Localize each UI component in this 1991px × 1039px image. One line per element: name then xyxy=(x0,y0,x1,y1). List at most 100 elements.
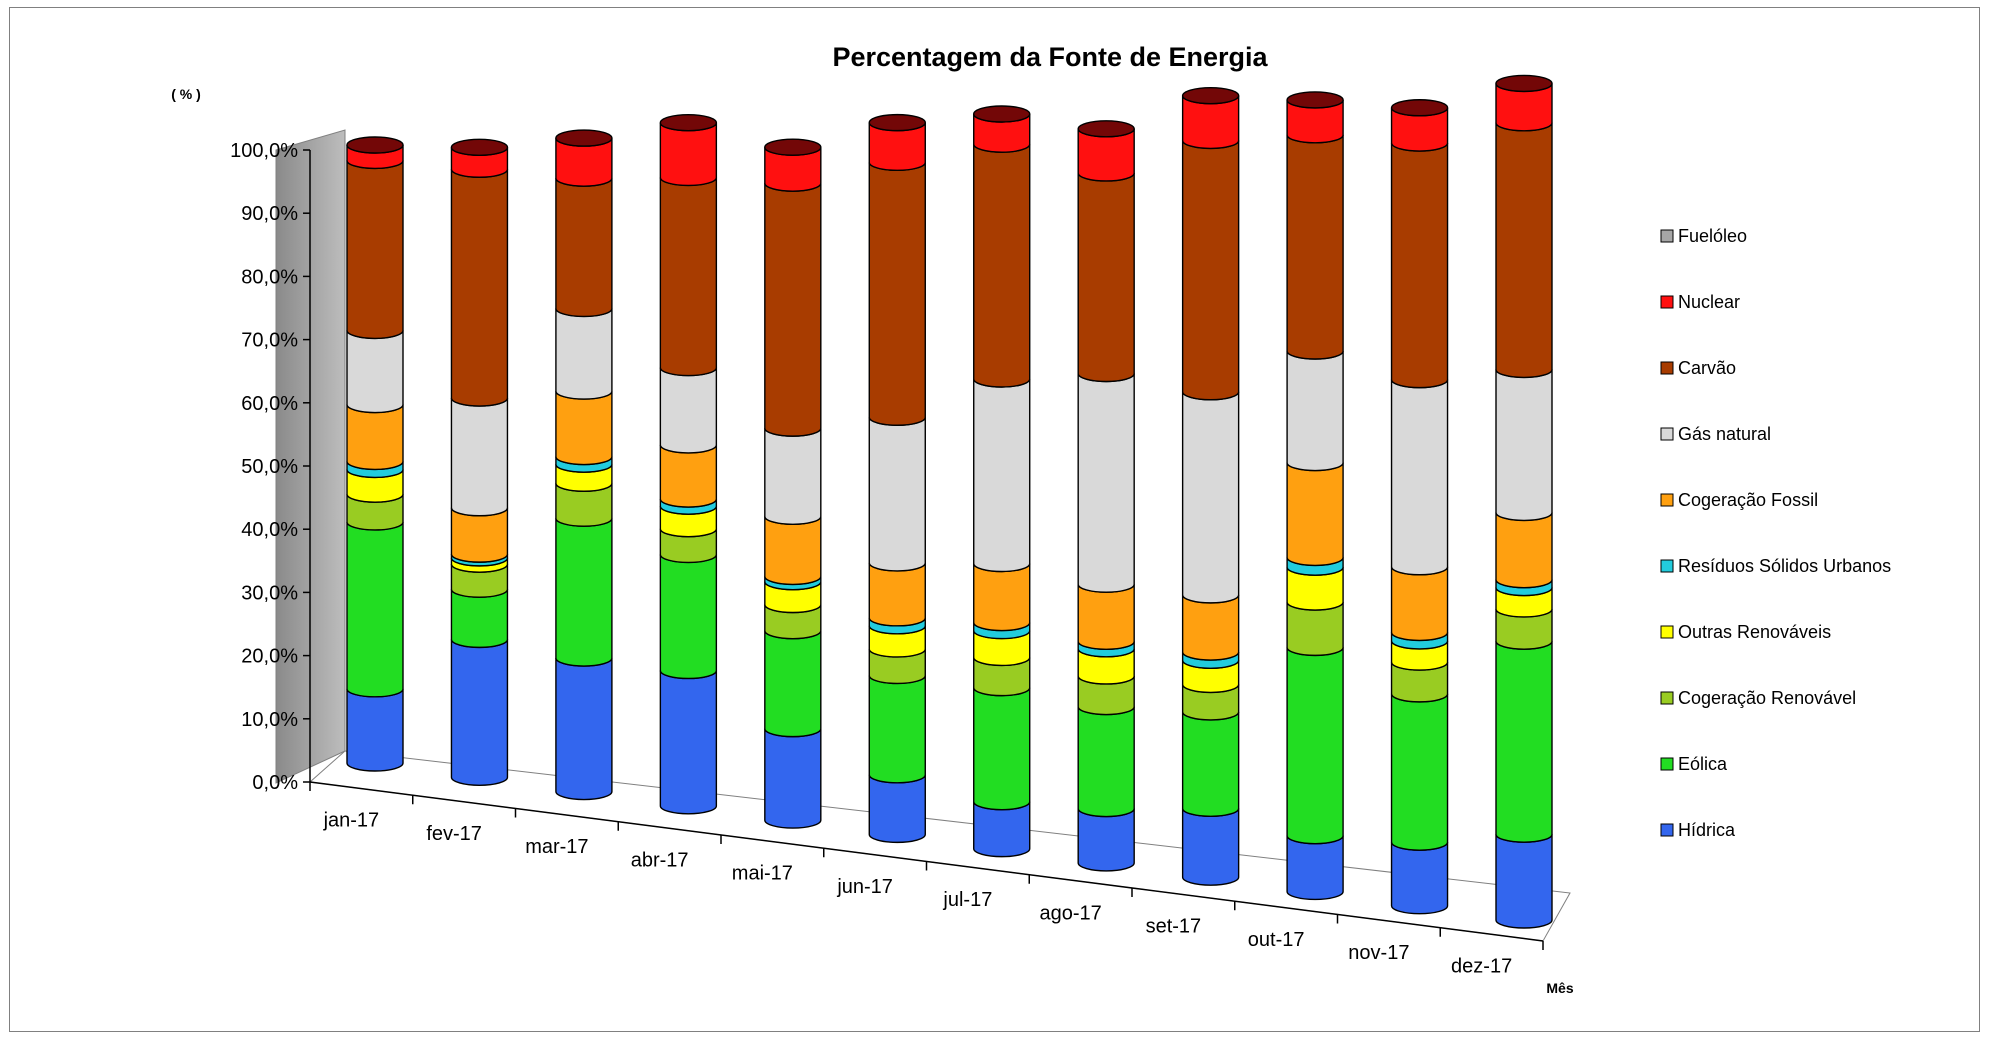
x-tick-label: mar-17 xyxy=(525,836,588,858)
y-tick-label: 20,0% xyxy=(241,646,298,668)
legend-label: Fuelóleo xyxy=(1678,226,1747,246)
bar-top-cap xyxy=(868,113,926,132)
bar-segment xyxy=(764,427,822,526)
x-axis: jan-17 fev-17 mar-17 abr-17 mai-17 jun-17 jul-… xyxy=(309,781,1544,977)
y-tick-label: 10,0% xyxy=(241,709,298,731)
x-tick-label: abr-17 xyxy=(631,849,689,871)
bar-segment xyxy=(659,444,718,508)
chart-title: Percentagem da Fonte de Energia xyxy=(832,42,1268,72)
legend-swatch xyxy=(1660,295,1674,309)
bar-segment xyxy=(659,177,718,377)
bar-segment xyxy=(764,182,822,437)
x-axis-label: Mês xyxy=(1546,980,1573,996)
legend-swatch xyxy=(1660,229,1674,243)
bar-segment xyxy=(450,169,509,407)
bar-segment xyxy=(1077,172,1135,383)
bar-column xyxy=(1077,120,1135,872)
legend-item: Hídrica xyxy=(1660,820,1736,840)
bar-segment xyxy=(1181,140,1240,401)
bar-top-cap xyxy=(1286,91,1344,109)
legend-item: Cogeração Renovável xyxy=(1660,688,1856,708)
x-tick-label: ago-17 xyxy=(1039,902,1101,924)
bar-segment xyxy=(1286,350,1344,472)
bar-segment xyxy=(659,122,718,187)
legend-swatch xyxy=(1660,493,1674,507)
bar-segment xyxy=(764,630,822,738)
bar-segment xyxy=(973,687,1031,811)
x-tick-label: nov-17 xyxy=(1348,942,1409,964)
bar-segment xyxy=(1495,640,1553,843)
bar-segment xyxy=(868,417,926,572)
x-tick-label: fev-17 xyxy=(426,823,482,845)
bar-segment xyxy=(1077,808,1135,872)
bar-segment xyxy=(868,162,926,426)
x-tick-label: jul-17 xyxy=(942,889,992,911)
bar-column xyxy=(1181,86,1240,886)
legend-swatch xyxy=(1660,757,1674,771)
legend-item: Eólica xyxy=(1660,754,1728,774)
bar-column xyxy=(973,105,1031,858)
legend-swatch xyxy=(1660,691,1674,705)
bar-segment xyxy=(450,589,509,649)
bar-segment xyxy=(1077,706,1135,818)
bar-segment xyxy=(1181,594,1240,661)
bars-group xyxy=(346,74,1553,929)
bar-segment xyxy=(1495,122,1553,379)
bar-segment xyxy=(555,518,613,667)
legend: Fuelóleo Nuclear Carvão Gás natural Cogeraçã… xyxy=(1660,226,1891,840)
bar-segment xyxy=(1495,369,1553,522)
bar-segment xyxy=(346,521,404,698)
legend-item: Resíduos Sólidos Urbanos xyxy=(1660,556,1891,576)
legend-swatch xyxy=(1660,625,1674,639)
bar-segment xyxy=(659,670,718,815)
legend-swatch xyxy=(1660,823,1674,837)
legend-swatch xyxy=(1660,559,1674,573)
y-tick-label: 70,0% xyxy=(241,330,298,352)
bar-segment xyxy=(1495,512,1553,589)
bar-segment xyxy=(555,657,613,801)
bar-top-cap xyxy=(1077,120,1135,138)
legend-label: Resíduos Sólidos Urbanos xyxy=(1678,556,1891,576)
legend-label: Cogeração Fossil xyxy=(1678,490,1818,510)
bar-column xyxy=(1495,74,1553,929)
bar-column xyxy=(1390,99,1449,915)
bar-segment xyxy=(764,728,822,829)
bar-top-cap xyxy=(764,138,822,156)
bar-segment xyxy=(346,404,404,471)
legend-label: Nuclear xyxy=(1678,292,1740,312)
legend-label: Eólica xyxy=(1678,754,1728,774)
bar-column xyxy=(764,138,822,829)
bar-segment xyxy=(1077,373,1135,593)
bar-segment xyxy=(1390,379,1449,576)
bar-segment xyxy=(973,563,1031,632)
bar-segment xyxy=(764,516,822,586)
bar-top-cap xyxy=(973,105,1031,123)
bar-segment xyxy=(868,675,926,784)
bar-column xyxy=(450,138,509,786)
bar-segment xyxy=(868,562,926,627)
bar-segment xyxy=(1286,462,1344,567)
bar-column xyxy=(555,129,613,801)
bar-segment xyxy=(868,774,926,844)
bar-segment xyxy=(1390,142,1449,389)
y-axis-unit-label: ( % ) xyxy=(171,86,201,102)
bar-segment xyxy=(659,367,718,454)
x-tick-label: dez-17 xyxy=(1451,955,1512,977)
y-tick-label: 0,0% xyxy=(252,772,298,794)
y-tick-label: 40,0% xyxy=(241,519,298,541)
bar-segment xyxy=(1286,134,1344,360)
bar-segment xyxy=(659,554,718,680)
bar-segment xyxy=(450,397,509,517)
bar-segment xyxy=(346,688,404,772)
y-tick-label: 100,0% xyxy=(230,140,298,162)
legend-label: Carvão xyxy=(1678,358,1736,378)
bar-segment xyxy=(1286,647,1344,845)
bar-top-cap xyxy=(1390,99,1449,117)
bar-column xyxy=(346,136,404,772)
bar-segment xyxy=(555,308,613,400)
bar-segment xyxy=(450,639,509,786)
legend-item: Carvão xyxy=(1660,358,1736,378)
bar-segment xyxy=(1181,711,1240,818)
x-tick-label: jan-17 xyxy=(323,810,380,832)
